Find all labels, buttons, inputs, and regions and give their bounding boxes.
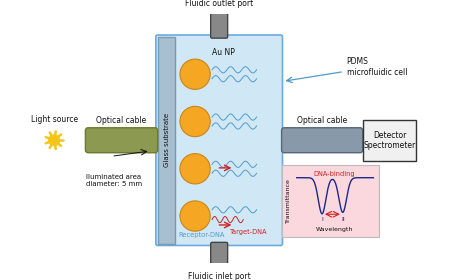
Text: Target-DNA: Target-DNA bbox=[230, 229, 267, 235]
Text: II: II bbox=[341, 217, 345, 222]
Text: Wavelength: Wavelength bbox=[316, 227, 353, 232]
FancyBboxPatch shape bbox=[211, 10, 228, 38]
FancyBboxPatch shape bbox=[282, 128, 363, 153]
Text: Fluidic outlet port: Fluidic outlet port bbox=[185, 0, 253, 8]
Text: DNA-binding: DNA-binding bbox=[313, 171, 355, 178]
FancyBboxPatch shape bbox=[282, 165, 379, 237]
Text: Transmittance: Transmittance bbox=[286, 178, 291, 223]
Circle shape bbox=[49, 135, 60, 146]
Text: Optical cable: Optical cable bbox=[297, 116, 347, 125]
Text: I: I bbox=[321, 217, 323, 222]
Text: Detector
Spectrometer: Detector Spectrometer bbox=[364, 130, 416, 150]
Circle shape bbox=[180, 59, 210, 89]
Text: Light source: Light source bbox=[31, 115, 78, 124]
Text: Fluidic inlet port: Fluidic inlet port bbox=[188, 272, 251, 280]
FancyBboxPatch shape bbox=[156, 35, 283, 246]
Circle shape bbox=[180, 154, 210, 184]
Text: Glass substrate: Glass substrate bbox=[164, 113, 170, 167]
FancyBboxPatch shape bbox=[85, 128, 158, 153]
Bar bbox=[158, 37, 175, 244]
Circle shape bbox=[180, 201, 210, 231]
Circle shape bbox=[180, 106, 210, 137]
Text: Au NP: Au NP bbox=[212, 48, 235, 57]
Text: Optical cable: Optical cable bbox=[96, 116, 146, 125]
Text: Iluminated area
diameter: 5 mm: Iluminated area diameter: 5 mm bbox=[86, 174, 142, 187]
FancyBboxPatch shape bbox=[211, 242, 228, 270]
Text: Receptor-DNA: Receptor-DNA bbox=[178, 232, 225, 238]
FancyBboxPatch shape bbox=[363, 120, 416, 161]
Text: PDMS
microfluidic cell: PDMS microfluidic cell bbox=[346, 57, 407, 77]
